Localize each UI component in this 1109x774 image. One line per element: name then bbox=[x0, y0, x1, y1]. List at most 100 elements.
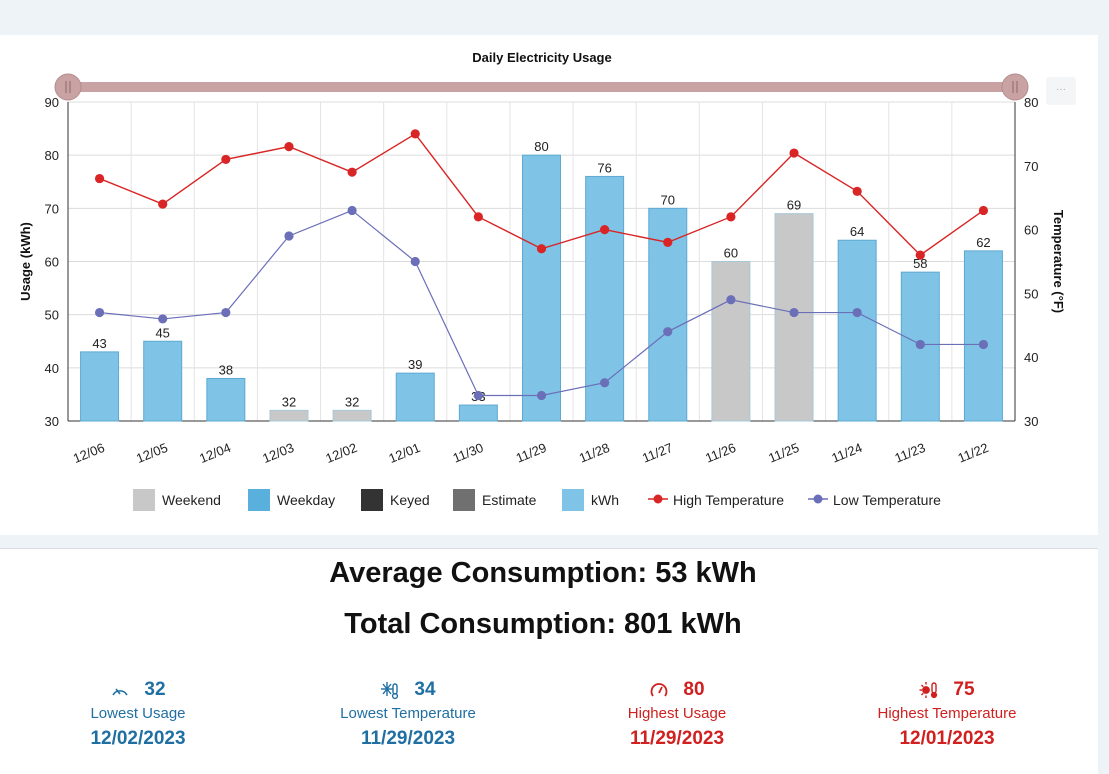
y-tick-label: 70 bbox=[45, 201, 59, 216]
bar-value-label: 60 bbox=[724, 246, 738, 261]
x-tick-label: 11/24 bbox=[829, 440, 864, 466]
bar-value-label: 43 bbox=[92, 336, 106, 351]
bar-12/05 bbox=[143, 340, 183, 422]
high-temperature-point bbox=[410, 129, 420, 139]
low-temperature-point bbox=[410, 256, 420, 267]
legend-label: kWh bbox=[591, 492, 619, 508]
x-tick-label: 11/29 bbox=[514, 440, 549, 466]
legend-swatch-kwh bbox=[562, 489, 584, 511]
stat-highest-temperature: 75 Highest Temperature 12/01/2023 bbox=[827, 677, 1067, 750]
high-temperature-point bbox=[600, 225, 610, 235]
sun-thermometer-icon bbox=[919, 682, 938, 699]
highest-temp-date: 12/01/2023 bbox=[899, 728, 995, 749]
high-temperature-point bbox=[789, 148, 799, 158]
y-tick-label: 80 bbox=[45, 148, 59, 163]
legend-label: Weekend bbox=[162, 492, 221, 508]
y-tick-label: 40 bbox=[45, 361, 59, 376]
x-tick-label: 11/23 bbox=[893, 440, 928, 466]
x-tick-label: 12/01 bbox=[387, 440, 423, 466]
bar-value-label: 45 bbox=[155, 325, 169, 340]
high-temperature-point bbox=[726, 212, 736, 222]
bar-12/03 bbox=[269, 409, 309, 422]
chart-title: Daily Electricity Usage bbox=[472, 50, 611, 65]
bar-12/06 bbox=[80, 351, 120, 422]
high-temperature-point bbox=[536, 244, 547, 254]
average-consumption: Average Consumption: 53 kWh bbox=[329, 557, 757, 589]
x-tick-label: 11/22 bbox=[956, 440, 991, 466]
bar-11/24 bbox=[837, 239, 877, 422]
y2-tick-label: 70 bbox=[1024, 159, 1038, 174]
bar-value-label: 64 bbox=[850, 224, 864, 239]
low-temperature-point bbox=[789, 307, 799, 318]
high-temperature-point bbox=[158, 199, 168, 209]
low-temperature-point bbox=[726, 295, 736, 305]
bar-11/22 bbox=[963, 250, 1003, 422]
legend-marker bbox=[653, 494, 663, 504]
bar-value-label: 32 bbox=[345, 394, 359, 409]
lowest-usage-label: Lowest Usage bbox=[90, 705, 186, 722]
bar-12/01 bbox=[395, 372, 435, 422]
y2-axis-title: Temperature (°F) bbox=[1051, 210, 1066, 313]
bar-value-label: 76 bbox=[597, 160, 611, 175]
y-tick-label: 50 bbox=[45, 308, 59, 323]
x-tick-label: 11/25 bbox=[766, 440, 801, 466]
y-tick-label: 30 bbox=[45, 414, 59, 429]
x-tick-label: 12/03 bbox=[260, 440, 296, 466]
legend-label: Keyed bbox=[390, 492, 430, 508]
low-temperature-point bbox=[915, 339, 925, 350]
bar-11/29 bbox=[522, 154, 561, 422]
stat-highest-usage: 80 Highest Usage 11/29/2023 bbox=[557, 677, 797, 750]
legend-swatch-weekend bbox=[133, 489, 155, 511]
bar-value-label: 38 bbox=[219, 362, 233, 377]
usage-chart: Daily Electricity Usage 30 40 50 60 70 80 90 30 4… bbox=[18, 50, 1066, 511]
low-temperature-point bbox=[158, 314, 168, 324]
low-temperature-point bbox=[852, 307, 862, 318]
bar-11/25 bbox=[774, 213, 814, 422]
legend-swatch-keyed bbox=[361, 489, 383, 511]
bar-value-label: 58 bbox=[913, 256, 927, 271]
low-temperature-point bbox=[347, 205, 357, 216]
bar-value-label: 69 bbox=[787, 198, 801, 213]
lowest-temp-date: 11/29/2023 bbox=[360, 728, 456, 749]
low-temperature-point bbox=[978, 339, 989, 350]
x-tick-label: 11/27 bbox=[640, 440, 675, 466]
snowflake-thermometer-icon bbox=[381, 682, 399, 700]
bar-12/02 bbox=[332, 409, 372, 422]
legend-label: High Temperature bbox=[673, 492, 784, 508]
stat-lowest-temperature: 34 Lowest Temperature 11/29/2023 bbox=[288, 677, 528, 750]
bar-value-label: 70 bbox=[661, 192, 675, 207]
low-temperature-point bbox=[536, 390, 547, 401]
chart-menu-button[interactable]: ··· bbox=[1046, 77, 1076, 105]
y2-tick-label: 40 bbox=[1024, 350, 1038, 365]
x-tick-label: 11/26 bbox=[703, 440, 738, 466]
high-temperature-point bbox=[284, 142, 294, 152]
gauge-low-icon bbox=[112, 688, 129, 696]
legend-marker bbox=[813, 494, 823, 504]
lowest-usage-date: 12/02/2023 bbox=[90, 728, 186, 749]
lowest-temp-value: 34 bbox=[414, 679, 436, 700]
high-temperature-point bbox=[915, 250, 925, 260]
high-temperature-point bbox=[852, 186, 862, 196]
low-temperature-point bbox=[600, 378, 610, 388]
highest-temp-label: Highest Temperature bbox=[877, 705, 1017, 722]
y2-tick-label: 80 bbox=[1024, 95, 1038, 110]
y-tick-label: 90 bbox=[45, 95, 59, 110]
total-consumption: Total Consumption: 801 kWh bbox=[344, 608, 742, 640]
chart-card: Daily Electricity Usage 30 40 50 60 70 80 90 30 4… bbox=[0, 35, 1098, 535]
y-axis-title: Usage (kWh) bbox=[18, 222, 33, 301]
highest-temp-value: 75 bbox=[953, 679, 975, 700]
high-temperature-point bbox=[221, 154, 231, 165]
range-slider-left-handle bbox=[54, 73, 82, 101]
x-tick-label: 11/30 bbox=[451, 440, 486, 466]
highest-usage-label: Highest Usage bbox=[627, 705, 727, 722]
bar-value-label: 32 bbox=[282, 394, 296, 409]
low-temperature-point bbox=[284, 231, 294, 241]
range-slider-track bbox=[68, 82, 1015, 92]
bar-12/04 bbox=[206, 377, 246, 422]
gauge-high-icon bbox=[651, 683, 668, 697]
high-temperature-point bbox=[473, 212, 483, 222]
x-tick-label: 12/04 bbox=[197, 440, 233, 466]
bar-11/30 bbox=[458, 404, 498, 422]
divider bbox=[0, 548, 1098, 549]
bar-11/26 bbox=[711, 261, 751, 422]
